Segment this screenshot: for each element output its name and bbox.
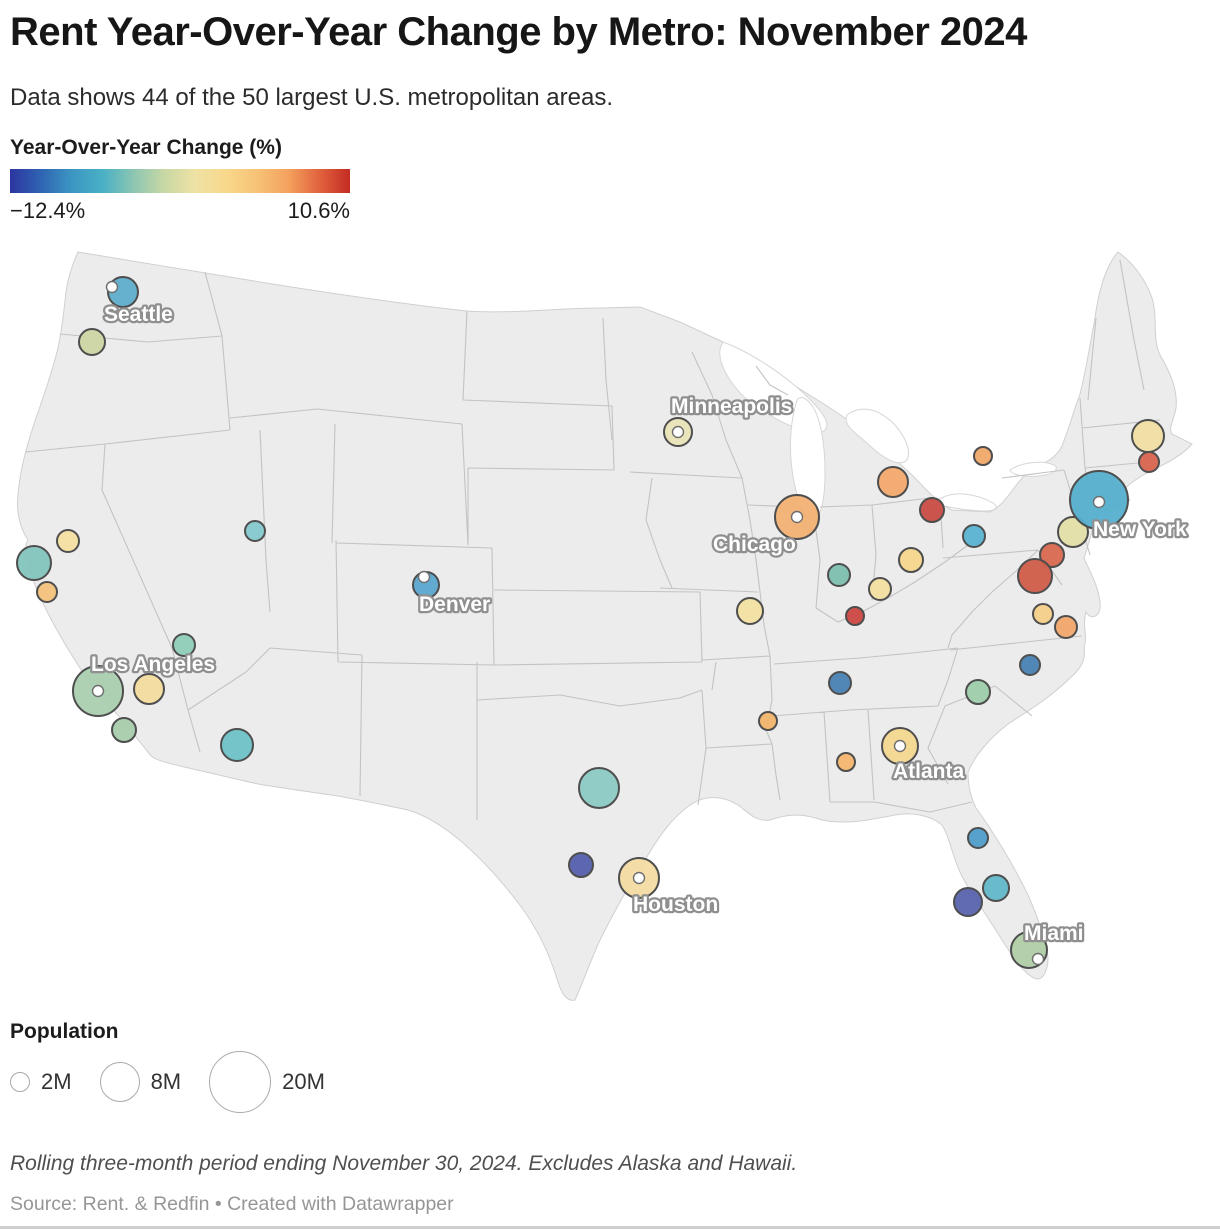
lake-huron bbox=[845, 408, 909, 464]
color-legend-labels: −12.4% 10.6% bbox=[10, 198, 350, 224]
metro-circle[interactable] bbox=[877, 466, 909, 498]
metro-circle[interactable] bbox=[1131, 419, 1165, 453]
population-legend-title: Population bbox=[10, 1020, 119, 1043]
label-anchor-dot bbox=[91, 684, 105, 698]
page-title: Rent Year-Over-Year Change by Metro: Nov… bbox=[10, 10, 1027, 54]
metro-circle[interactable] bbox=[36, 581, 58, 603]
metro-circle[interactable] bbox=[111, 717, 137, 743]
metro-circle[interactable] bbox=[967, 827, 989, 849]
metro-circle[interactable] bbox=[827, 563, 851, 587]
metro-circle[interactable] bbox=[578, 767, 620, 809]
metro-circle[interactable] bbox=[845, 606, 865, 626]
metro-circle[interactable] bbox=[1138, 451, 1160, 473]
label-anchor-dot bbox=[893, 739, 907, 753]
metro-circle[interactable] bbox=[244, 520, 266, 542]
label-anchor-dot bbox=[671, 425, 685, 439]
source-line: Source: Rent. & Redfin • Created with Da… bbox=[10, 1193, 454, 1215]
city-label-miami: Miami bbox=[1024, 922, 1084, 945]
population-size-label: 2M bbox=[41, 1069, 72, 1094]
city-label-seattle: Seattle bbox=[104, 303, 173, 326]
metro-circle[interactable] bbox=[78, 328, 106, 356]
metro-circle[interactable] bbox=[898, 547, 924, 573]
metro-circle[interactable] bbox=[568, 852, 594, 878]
city-label-atlanta: Atlanta bbox=[893, 760, 964, 783]
metro-circle[interactable] bbox=[133, 673, 165, 705]
metro-circle[interactable] bbox=[1057, 516, 1089, 548]
population-size-label: 20M bbox=[282, 1069, 325, 1094]
metro-circle[interactable] bbox=[836, 752, 856, 772]
city-label-chicago: Chicago bbox=[713, 533, 796, 556]
metro-circle[interactable] bbox=[758, 711, 778, 731]
metro-circle[interactable] bbox=[1054, 615, 1078, 639]
city-label-los-angeles: Los Angeles bbox=[91, 653, 215, 676]
color-legend-title: Year-Over-Year Change (%) bbox=[10, 136, 282, 159]
metro-circle[interactable] bbox=[1039, 542, 1065, 568]
metro-circle[interactable] bbox=[220, 728, 254, 762]
metro-circle[interactable] bbox=[1017, 558, 1053, 594]
color-gradient-bar bbox=[10, 169, 350, 193]
population-size-label: 8M bbox=[150, 1069, 182, 1094]
metro-circle[interactable] bbox=[953, 887, 983, 917]
metro-circle[interactable] bbox=[965, 679, 991, 705]
bottom-rule bbox=[0, 1226, 1220, 1229]
city-label-denver: Denver bbox=[419, 593, 490, 616]
label-anchor-dot bbox=[105, 280, 119, 294]
label-anchor-dot bbox=[790, 510, 804, 524]
color-legend-max: 10.6% bbox=[287, 198, 350, 223]
population-size-circle-large bbox=[209, 1051, 272, 1113]
metro-circle[interactable] bbox=[919, 497, 945, 523]
lake-erie bbox=[937, 493, 997, 512]
metro-circle[interactable] bbox=[172, 633, 196, 657]
metro-circle[interactable] bbox=[828, 671, 852, 695]
page-subtitle: Data shows 44 of the 50 largest U.S. met… bbox=[10, 84, 613, 111]
population-legend: 2M 8M 20M bbox=[10, 1048, 353, 1116]
population-size-circle-medium bbox=[99, 1062, 140, 1102]
metro-circle[interactable] bbox=[1019, 654, 1041, 676]
population-size-circle-small bbox=[10, 1072, 30, 1092]
metro-circle[interactable] bbox=[736, 597, 764, 625]
metro-circle[interactable] bbox=[1032, 603, 1054, 625]
population-size-item: 20M bbox=[209, 1051, 325, 1113]
city-label-houston: Houston bbox=[633, 893, 718, 916]
population-size-item: 8M bbox=[99, 1062, 182, 1102]
label-anchor-dot bbox=[1092, 495, 1106, 509]
metro-circle[interactable] bbox=[868, 577, 892, 601]
metro-circle[interactable] bbox=[973, 446, 993, 466]
label-anchor-dot bbox=[632, 871, 646, 885]
label-anchor-dot bbox=[417, 570, 431, 584]
metro-circle[interactable] bbox=[16, 545, 52, 581]
metro-circle[interactable] bbox=[56, 529, 80, 553]
metro-circle[interactable] bbox=[982, 874, 1010, 902]
city-label-new-york: New York bbox=[1093, 518, 1187, 541]
lake-michigan bbox=[789, 397, 826, 521]
city-label-minneapolis: Minneapolis bbox=[671, 395, 792, 418]
population-size-item: 2M bbox=[10, 1069, 72, 1095]
footnote: Rolling three-month period ending Novemb… bbox=[10, 1152, 798, 1175]
label-anchor-dot bbox=[1031, 952, 1045, 966]
metro-circle[interactable] bbox=[962, 524, 986, 548]
color-legend-min: −12.4% bbox=[10, 198, 86, 223]
